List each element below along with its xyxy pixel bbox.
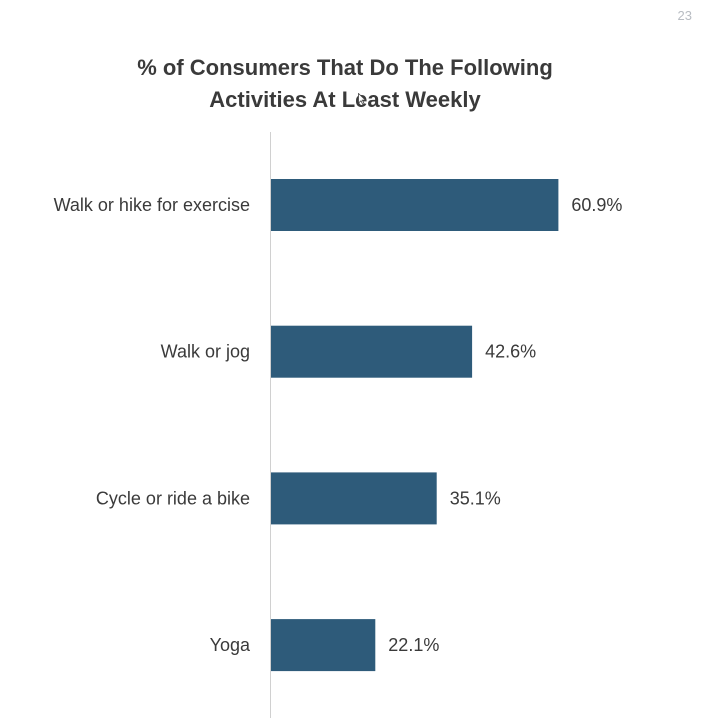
chart-title-line-1: % of Consumers That Do The Following bbox=[137, 55, 553, 80]
value-label-1: 42.6% bbox=[485, 342, 536, 362]
chart-title: % of Consumers That Do The Following Act… bbox=[0, 52, 690, 116]
value-label-3: 22.1% bbox=[388, 635, 439, 655]
bar-2 bbox=[271, 472, 437, 525]
category-label-0: Walk or hike for exercise bbox=[54, 195, 250, 215]
bar-1 bbox=[271, 325, 473, 378]
bar-3 bbox=[271, 619, 376, 672]
page-number: 23 bbox=[677, 8, 692, 23]
category-label-2: Cycle or ride a bike bbox=[96, 488, 250, 508]
category-label-1: Walk or jog bbox=[161, 342, 250, 362]
value-label-0: 60.9% bbox=[571, 195, 622, 215]
mouse-cursor-icon bbox=[358, 93, 366, 105]
chart-title-line-2: Activities At Least Weekly bbox=[209, 87, 481, 112]
bars-group: Walk or hike for exercise 60.9% Walk or jo… bbox=[54, 179, 622, 672]
category-label-3: Yoga bbox=[210, 635, 251, 655]
value-label-2: 35.1% bbox=[450, 488, 501, 508]
bar-0 bbox=[271, 179, 559, 231]
